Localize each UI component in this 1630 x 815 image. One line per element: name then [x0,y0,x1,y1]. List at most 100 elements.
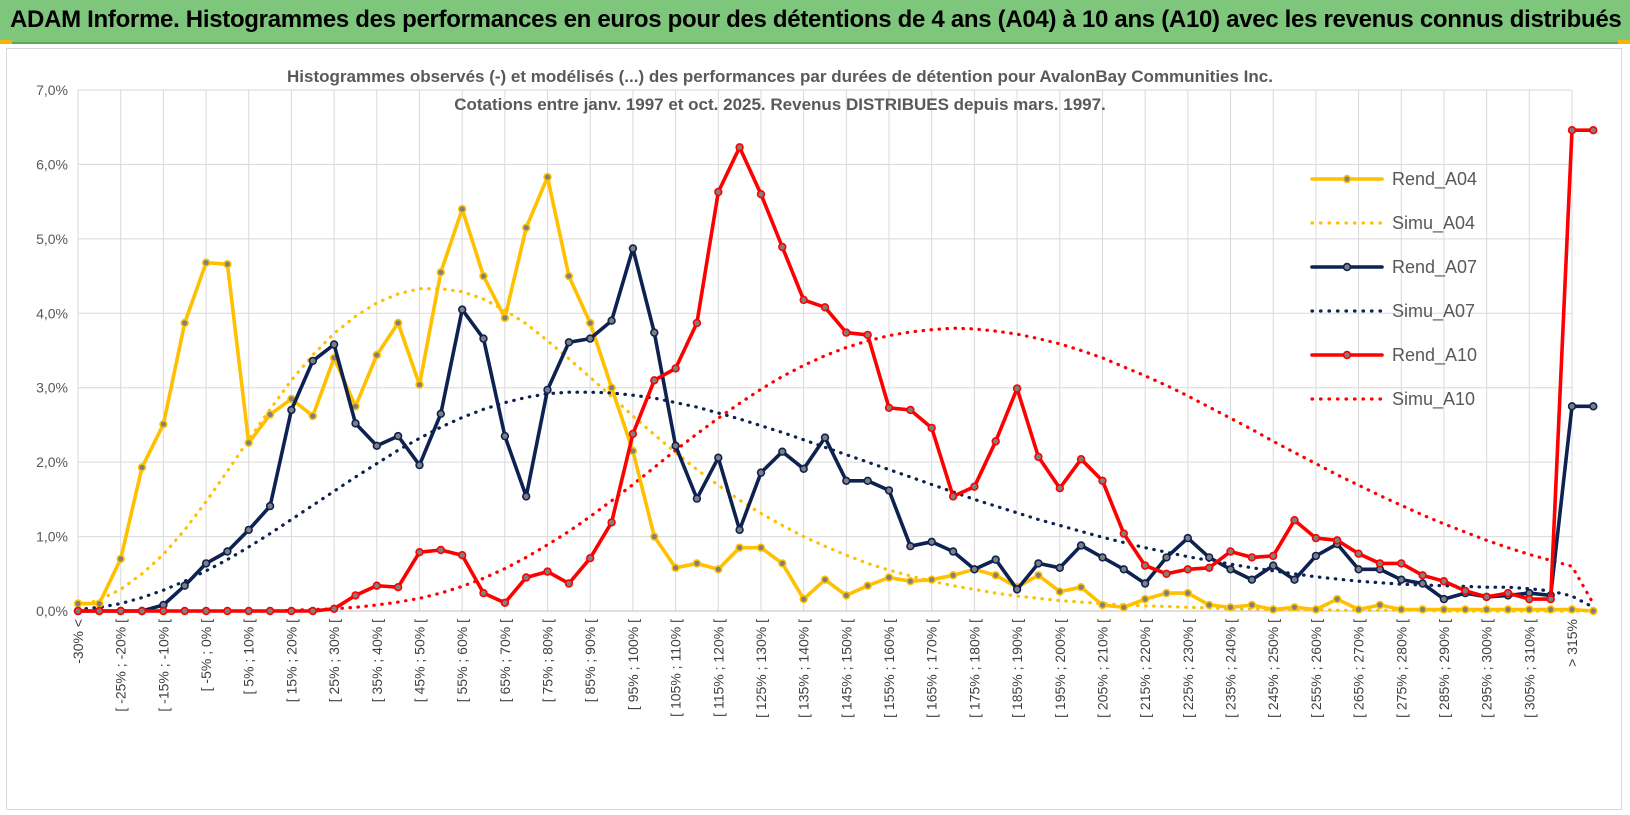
x-tick-label: [ 135% ; 140% [ [796,619,812,718]
data-point [1226,565,1235,574]
data-point [1268,551,1278,561]
data-point [1076,541,1086,550]
data-point [1525,605,1534,614]
data-point [1439,594,1449,604]
data-point [244,606,253,616]
data-point [1247,553,1257,562]
data-point [820,575,830,584]
data-point [650,328,659,337]
x-tick-label: [ -5% ; 0% [ [198,619,214,691]
data-point [393,318,403,328]
data-point [1076,582,1086,592]
data-point [159,606,168,616]
data-point [436,545,445,555]
data-point [308,606,317,616]
header-banner: ADAM Informe. Histogrammes des performan… [0,0,1630,44]
y-tick-label: 6,0% [36,156,68,172]
data-point [1204,600,1214,610]
data-point [1311,551,1321,561]
x-tick-label: [ 45% ; 50% [ [411,619,427,702]
data-point [692,318,702,328]
series-rend-a10 [73,125,1598,616]
data-point [991,555,1000,564]
data-point [95,606,104,616]
data-point [650,532,659,541]
data-point [265,410,275,419]
data-point [735,143,744,152]
data-point [415,380,424,389]
x-tick-label: [ 155% ; 160% [ [881,619,897,718]
data-point [1354,605,1363,614]
data-point [1397,575,1406,584]
data-point [159,420,168,429]
data-point [329,604,339,613]
data-point [458,305,467,314]
data-point [223,606,232,616]
legend-label: Rend_A10 [1392,345,1477,366]
data-point [756,190,766,199]
data-point [1226,603,1235,612]
x-tick-label: [ 65% ; 70% [ [497,619,513,702]
data-point [671,563,680,572]
x-tick-label: [ 115% ; 120% [ [710,619,726,717]
x-tick-label: [ 295% ; 300% [ [1479,619,1495,718]
data-point [351,419,360,428]
data-point [1204,563,1214,572]
legend-item-rend-a04: Rend_A04 [1310,169,1477,190]
legend-item-simu-a04: Simu_A04 [1310,213,1475,234]
legend: Rend_A04 Simu_A04 Rend_A07 Simu_A07 Rend_A10… [1310,169,1477,410]
data-point [1183,533,1193,543]
data-point [1397,559,1406,568]
series-simu-a10 [76,326,1595,613]
data-point [1567,125,1577,135]
data-point [1332,594,1342,604]
x-tick-label: [ 215% ; 220% [ [1137,619,1153,718]
data-point [1247,575,1257,584]
data-point [265,501,275,511]
data-point [351,591,360,600]
data-point [1140,594,1150,604]
data-point [906,576,915,586]
data-point [95,599,104,608]
data-point [1546,594,1555,604]
data-point [415,460,424,470]
data-point [1311,533,1321,543]
data-point [714,187,723,197]
data-point [1418,605,1427,614]
x-tick-label: [ 245% ; 250% [ [1265,619,1281,718]
data-point [1589,606,1598,616]
data-point [1503,605,1513,614]
x-tick-label: > 315% [1564,619,1580,667]
data-point [201,559,211,568]
data-point [1482,592,1491,602]
data-point [287,405,296,415]
data-point [393,431,403,441]
x-tick-label: [ 15% ; 20% [ [283,619,299,702]
data-point [650,376,659,385]
data-point [521,223,531,232]
data-point [436,409,445,418]
data-point [479,588,488,598]
data-point [714,453,723,462]
x-tick-label: [ 185% ; 190% [ [1009,619,1025,718]
x-tick-label: [ 285% ; 290% [ [1436,619,1452,718]
data-point [607,383,616,392]
data-point [1183,565,1193,574]
data-point [1055,563,1065,572]
x-tick-label: [ 85% ; 90% [ [582,619,598,702]
data-point [244,525,253,535]
page-title: ADAM Informe. Histogrammes des performan… [10,6,1622,33]
data-point [1567,605,1577,614]
series-line [76,390,1595,612]
data-point [1140,579,1150,588]
data-point [1461,605,1470,614]
data-point [1589,402,1598,411]
data-point [1418,571,1427,580]
data-point [628,244,638,253]
data-point [1354,549,1363,558]
x-tick-label: [ 225% ; 230% [ [1180,619,1196,718]
data-point [201,258,211,267]
data-point [1055,484,1065,493]
data-point [842,476,851,485]
data-point [308,356,317,366]
